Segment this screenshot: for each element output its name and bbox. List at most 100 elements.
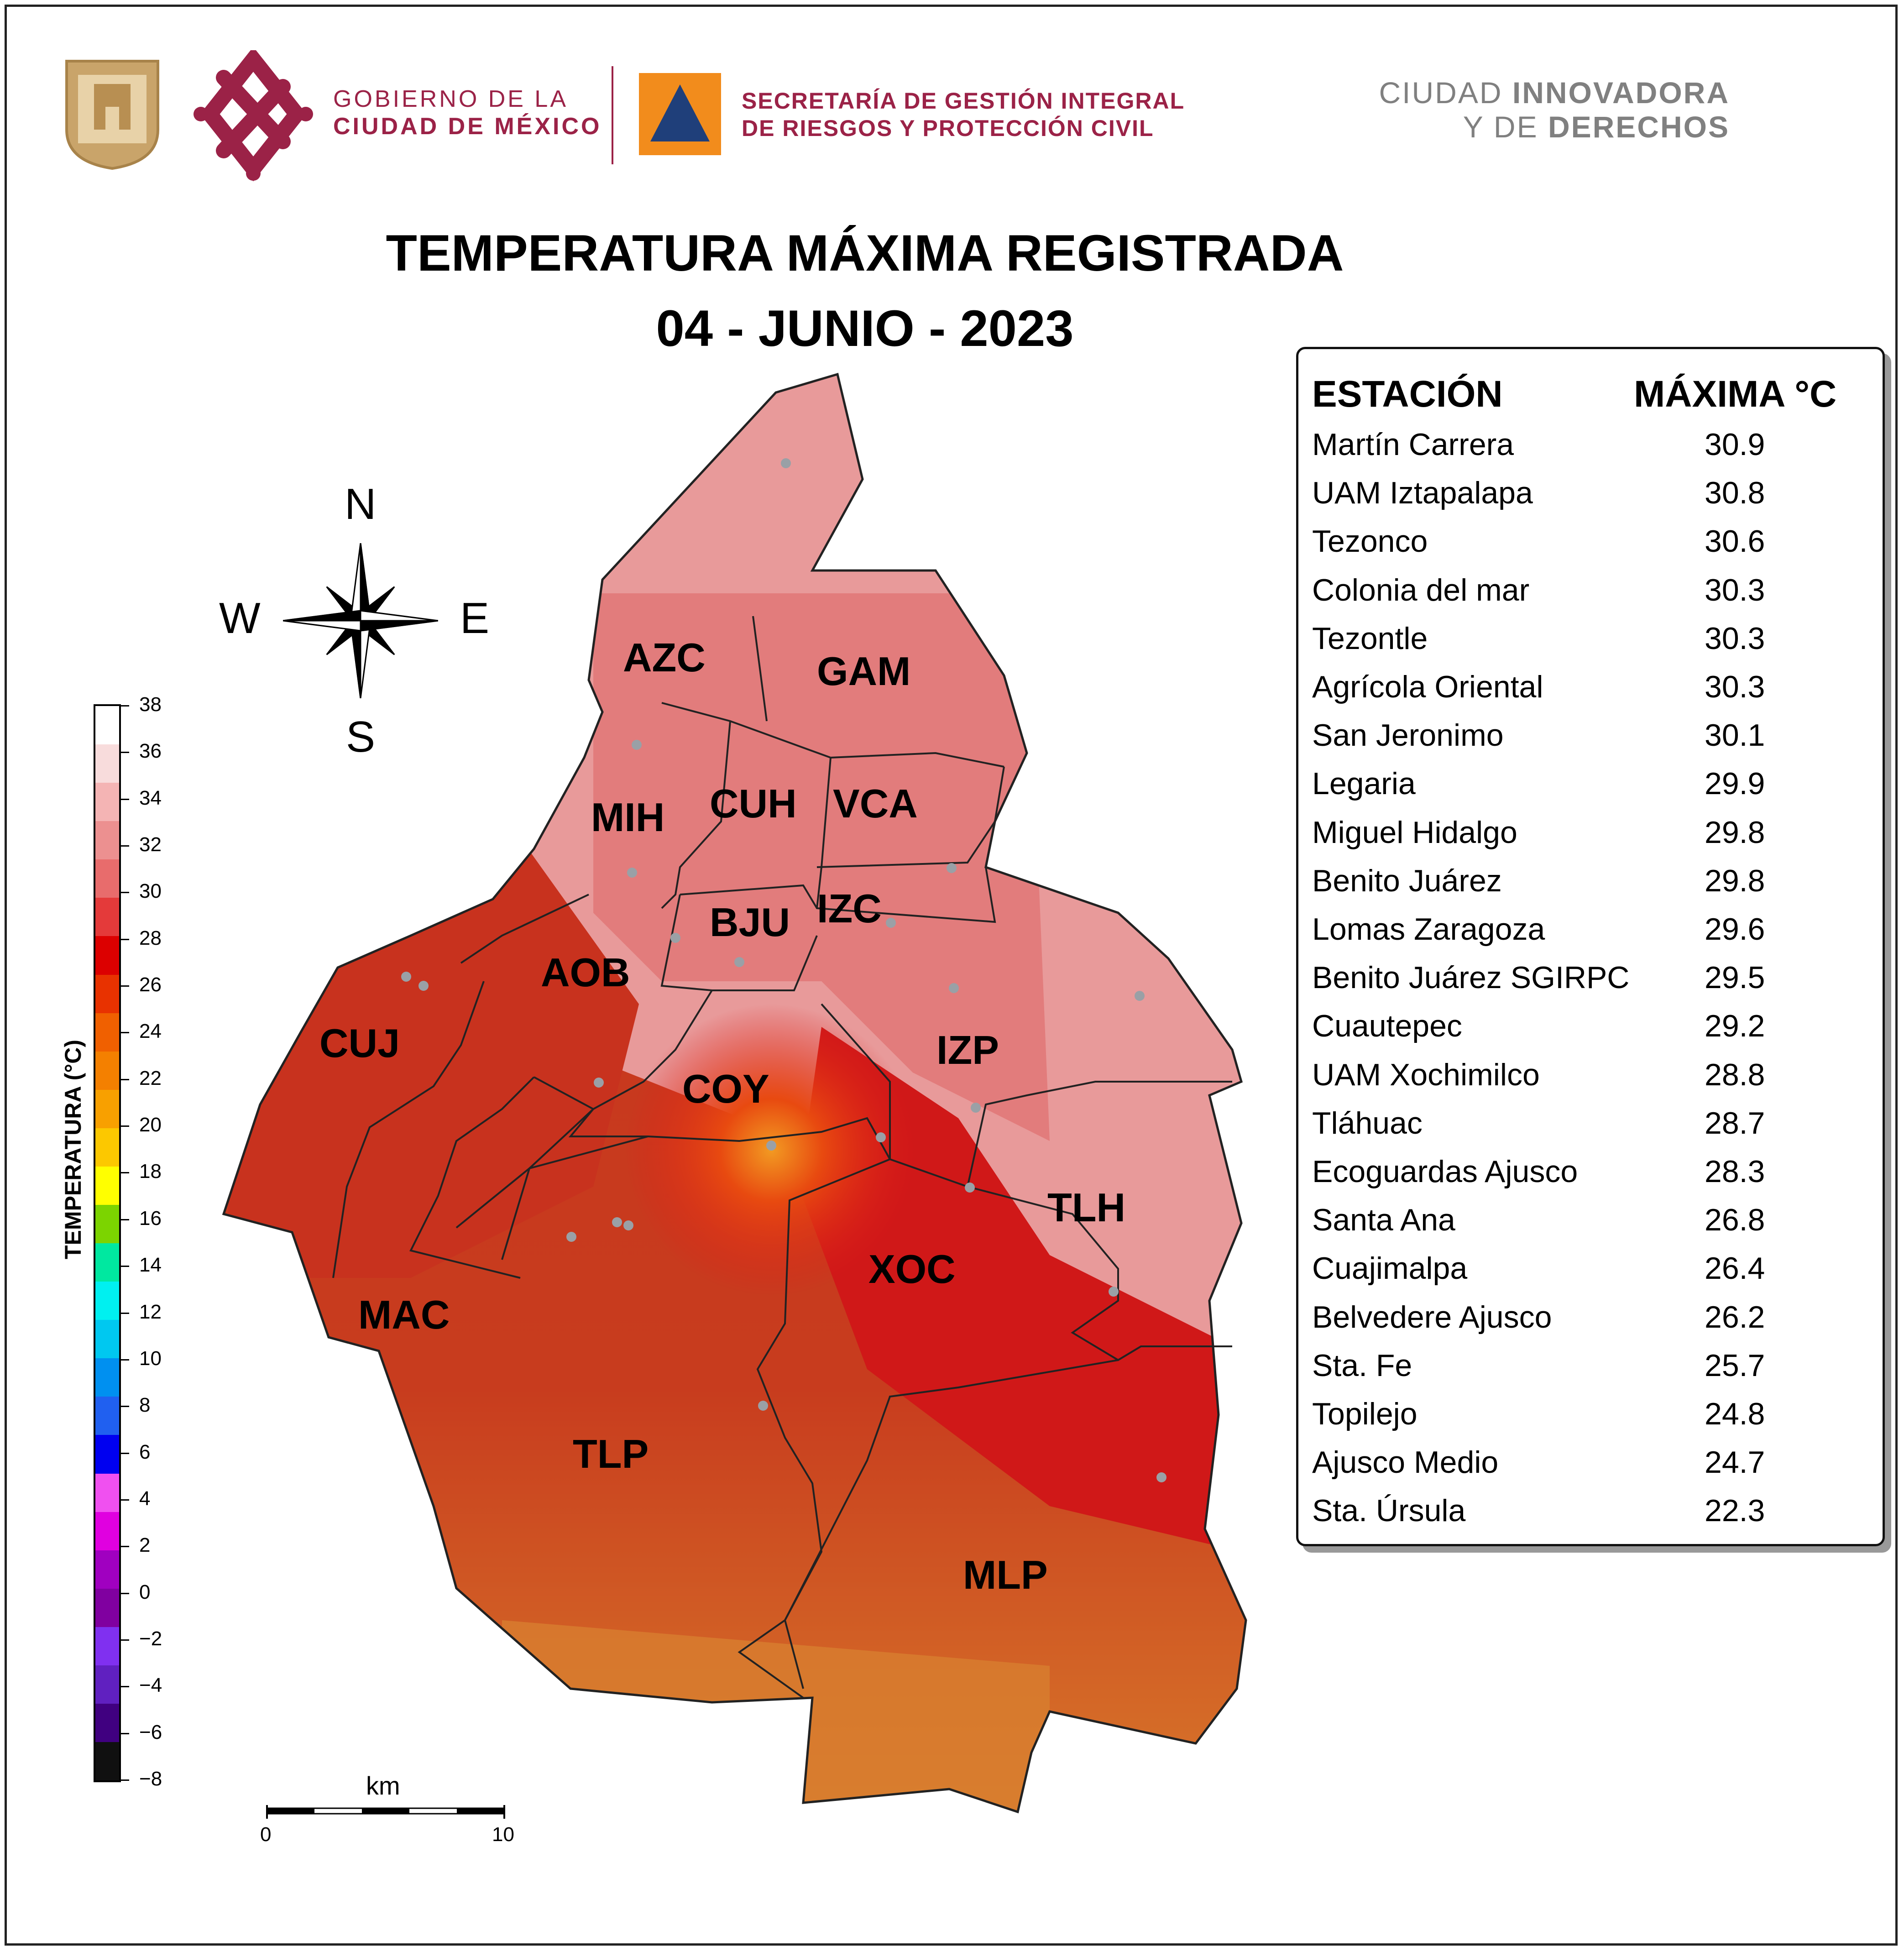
colorbar-tick-label: 30 (139, 880, 162, 903)
legend-row: Legaria 29.9 (1312, 766, 1860, 814)
colorbar-tick-label: 20 (139, 1114, 162, 1136)
legend-row: Sta. Úrsula 22.3 (1312, 1493, 1860, 1541)
colorbar-tick-mark (121, 1779, 129, 1781)
colorbar-segment (95, 1358, 119, 1397)
station-name: UAM Xochimilco (1312, 1057, 1540, 1092)
legend-row: San Jeronimo 30.1 (1312, 717, 1860, 766)
region-label-coy: COY (682, 1066, 769, 1111)
station-name: Cuajimalpa (1312, 1251, 1468, 1286)
cdmx-emblem-logo (194, 50, 313, 182)
legend-header-max: MÁXIMA °C (1634, 373, 1837, 415)
colorbar-tick-mark (121, 1032, 129, 1034)
colorbar-tick-label: 36 (139, 740, 162, 763)
region-label-izc: IZC (817, 886, 882, 931)
colorbar-tick-mark (121, 892, 129, 894)
compass-west-label: W (219, 594, 261, 643)
legend-row: Benito Juárez SGIRPC 29.5 (1312, 960, 1860, 1008)
station-name: Topilejo (1312, 1397, 1418, 1431)
station-max-temp: 28.7 (1705, 1105, 1765, 1141)
legend-row: Martín Carrera 30.9 (1312, 427, 1860, 475)
scale-right-label: 10 (492, 1823, 514, 1846)
station-name: Ajusco Medio (1312, 1445, 1499, 1480)
colorbar-segment (95, 1243, 119, 1282)
gov-line-2: CIUDAD DE MÉXICO (333, 113, 602, 140)
legend-row: Belvedere Ajusco 26.2 (1312, 1299, 1860, 1348)
station-max-temp: 25.7 (1705, 1348, 1765, 1383)
region-label-tlp: TLP (573, 1431, 649, 1476)
station-name: Agrícola Oriental (1312, 670, 1543, 704)
header-divider (612, 66, 613, 164)
legend-row: Lomas Zaragoza 29.6 (1312, 911, 1860, 960)
colorbar-segment (95, 1435, 119, 1474)
region-label-mlp: MLP (963, 1552, 1048, 1597)
compass-south-label: S (346, 712, 376, 761)
region-label-azc: AZC (623, 635, 706, 680)
colorbar-tick-mark (121, 798, 129, 800)
station-name: Cuautepec (1312, 1009, 1462, 1044)
legend-row: Cuajimalpa 26.4 (1312, 1251, 1860, 1299)
station-legend: ESTACIÓN MÁXIMA °C Martín Carrera 30.9 UAM… (1296, 347, 1885, 1546)
colorbar-tick-label: 26 (139, 973, 162, 996)
colorbar-tick-mark (121, 1219, 129, 1220)
colorbar-segment (95, 1588, 119, 1627)
station-max-temp: 26.8 (1705, 1203, 1765, 1238)
colorbar-segment (95, 898, 119, 937)
colorbar-tick-mark (121, 1266, 129, 1267)
colorbar-tick-mark (121, 1359, 129, 1361)
station-name: Belvedere Ajusco (1312, 1299, 1552, 1334)
colorbar-tick-label: 12 (139, 1300, 162, 1323)
colorbar-tick-mark (121, 1172, 129, 1174)
region-label-aob: AOB (541, 950, 630, 995)
station-name: Tezontle (1312, 621, 1428, 656)
colorbar-tick-label: 14 (139, 1254, 162, 1277)
station-name: Tláhuac (1312, 1105, 1423, 1141)
legend-row: Sta. Fe 25.7 (1312, 1348, 1860, 1396)
region-label-mih: MIH (591, 795, 665, 840)
colorbar-tick-label: 24 (139, 1020, 162, 1043)
colorbar-tick-mark (121, 1312, 129, 1314)
colorbar-tick-label: 34 (139, 786, 162, 809)
station-max-temp: 30.9 (1705, 427, 1765, 462)
colorbar-tick-mark (121, 1406, 129, 1408)
map-date: 04 - JUNIO - 2023 (656, 300, 1074, 357)
region-label-mac: MAC (358, 1292, 450, 1337)
gov-line-1: GOBIERNO DE LA (333, 86, 568, 112)
station-name: Miguel Hidalgo (1312, 815, 1517, 850)
colorbar-tick-label: −4 (139, 1674, 162, 1697)
slogan-2-b: DERECHOS (1548, 110, 1730, 144)
colorbar-tick-label: 6 (139, 1440, 151, 1463)
colorbar-segment (95, 1282, 119, 1320)
legend-row: Tláhuac 28.7 (1312, 1105, 1860, 1154)
colorbar-segment (95, 706, 119, 745)
region-label-izp: IZP (936, 1027, 999, 1073)
station-max-temp: 26.2 (1705, 1299, 1765, 1334)
region-label-bju: BJU (710, 900, 790, 945)
colorbar-tick-mark (121, 985, 129, 987)
legend-row: Ecoguardas Ajusco 28.3 (1312, 1154, 1860, 1202)
colorbar-tick-mark (121, 938, 129, 940)
colorbar-segment (95, 1665, 119, 1704)
colorbar-tick-label: −6 (139, 1721, 162, 1743)
civil-protection-logo (639, 73, 721, 155)
colorbar-tick-label: 4 (139, 1487, 151, 1510)
legend-row: Miguel Hidalgo 29.8 (1312, 815, 1860, 863)
borough-borders (332, 616, 1232, 1699)
scale-unit-label: km (366, 1771, 400, 1800)
colorbar-tick-mark (121, 1592, 129, 1594)
colorbar-tick-label: −8 (139, 1768, 162, 1790)
legend-row: Benito Juárez 29.8 (1312, 863, 1860, 911)
station-max-temp: 22.3 (1705, 1493, 1765, 1528)
station-name: San Jeronimo (1312, 718, 1504, 753)
station-max-temp: 29.5 (1705, 960, 1765, 995)
colorbar-tick-label: 16 (139, 1207, 162, 1230)
scale-bar (266, 1805, 505, 1819)
station-max-temp: 29.2 (1705, 1009, 1765, 1044)
colorbar-tick-mark (121, 1452, 129, 1454)
colorbar (94, 704, 121, 1782)
legend-row: Topilejo 24.8 (1312, 1396, 1860, 1444)
colorbar-segment (95, 1397, 119, 1435)
colorbar-tick-mark (121, 1546, 129, 1548)
colorbar-segment (95, 821, 119, 860)
region-label-cuh: CUH (710, 781, 797, 826)
